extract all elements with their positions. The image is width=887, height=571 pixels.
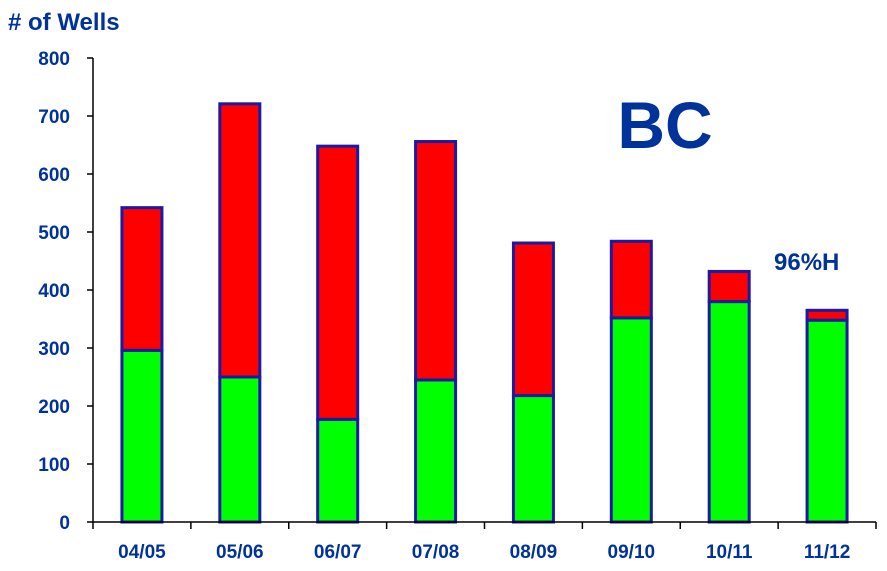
x-tick-label: 11/12 (804, 542, 851, 563)
bar-segment-bottom (511, 394, 555, 524)
bar-segment-bottom (805, 318, 849, 524)
y-tick-label: 0 (59, 513, 70, 534)
bar-segment-bottom (218, 375, 262, 524)
annotation-label: 96%H (774, 249, 839, 276)
bar-segment-bottom (120, 348, 164, 524)
bar-segment-bottom (414, 378, 458, 524)
x-tick-label: 05/06 (216, 542, 264, 563)
bar-segment-bottom (316, 417, 360, 524)
x-tick-label: 07/08 (412, 542, 460, 563)
y-tick-label: 400 (38, 281, 70, 302)
x-tick-label: 10/11 (706, 542, 753, 563)
y-tick-label: 600 (38, 165, 70, 186)
bar-segment-bottom (707, 300, 751, 524)
y-tick-label: 500 (38, 223, 70, 244)
bar-segment-top (609, 239, 653, 320)
y-tick-label: 300 (38, 339, 70, 360)
y-tick-label: 700 (38, 107, 70, 128)
x-tick-label: 08/09 (510, 542, 558, 563)
bar-segment-top (707, 269, 751, 304)
bar-segment-bottom (609, 316, 653, 524)
bar-segment-top (218, 102, 262, 379)
x-tick-label: 06/07 (314, 542, 362, 563)
y-tick-label: 200 (38, 397, 70, 418)
bars-layer (120, 102, 849, 524)
bar-segment-top (120, 206, 164, 352)
chart-title: BC (617, 88, 712, 162)
bar-segment-top (805, 308, 849, 322)
bar-segment-top (316, 144, 360, 421)
bar-segment-top (511, 241, 555, 398)
x-tick-label: 04/05 (118, 542, 166, 563)
x-tick-label: 09/10 (608, 542, 656, 563)
bar-segment-top (414, 140, 458, 382)
axes-layer: 04/05 05/06 06/07 07/08 08/09 09/10 10/11 11/12… (38, 49, 877, 563)
y-tick-label: 100 (38, 455, 70, 476)
y-tick-label: 800 (38, 49, 70, 70)
y-axis-label: # of Wells (8, 9, 120, 36)
